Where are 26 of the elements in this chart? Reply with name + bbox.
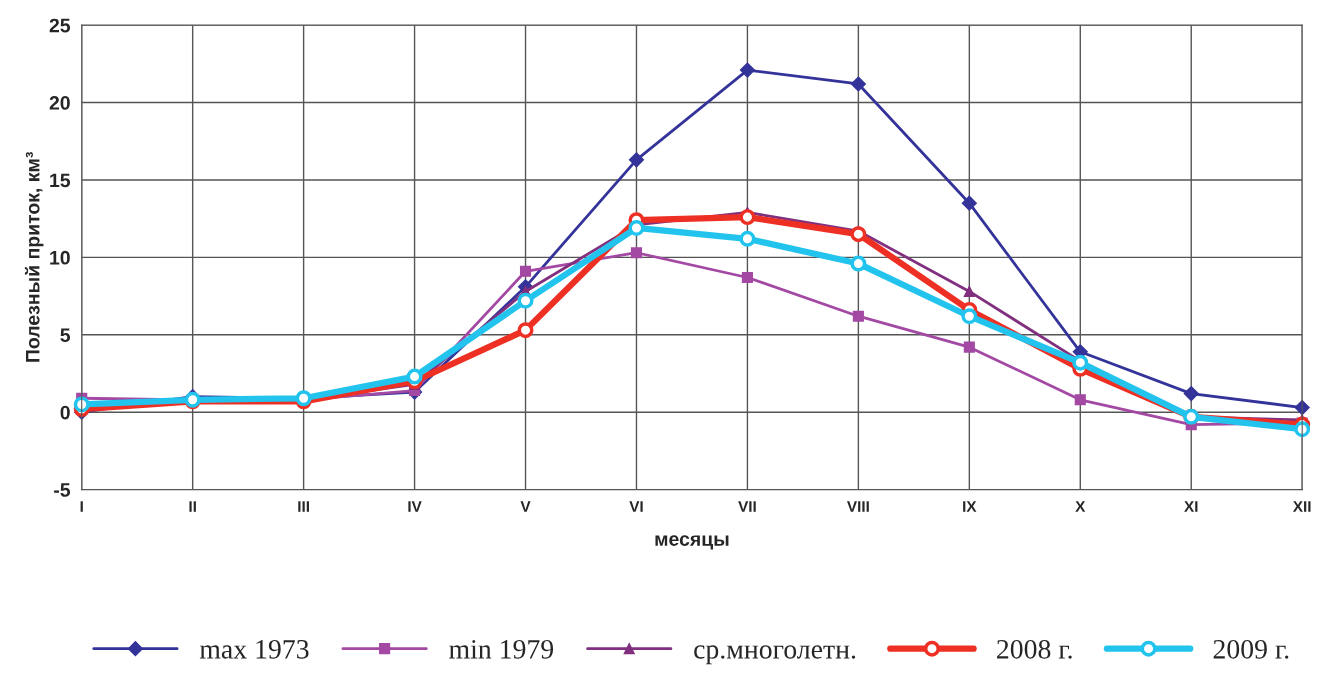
x-tick-label: VII (738, 501, 756, 512)
x-tick-label: IX (963, 501, 977, 512)
legend-label: 2009 г. (1213, 639, 1289, 659)
legend-label: max 1973 (199, 640, 309, 659)
x-tick-label: III (298, 501, 309, 512)
x-tick-label: VIII (847, 501, 869, 512)
x-tick-label: VI (629, 501, 643, 512)
x-tick-label: XI (1184, 501, 1198, 512)
legend-label: 2008 г. (997, 639, 1072, 659)
x-tick-label: X (1075, 501, 1086, 512)
y-tick-label: 25 (49, 18, 71, 33)
x-tick-label: V (520, 501, 531, 512)
legend-label: min 1979 (449, 640, 554, 659)
y-axis-title: Полезный приток, км³ (24, 152, 44, 362)
x-axis-title: месяцы (655, 535, 729, 550)
x-tick-label: II (189, 501, 196, 512)
y-tick-label: 10 (50, 250, 70, 265)
y-tick-label: -5 (54, 483, 71, 497)
x-tick-label: I (80, 501, 83, 512)
y-tick-label: 5 (60, 328, 71, 343)
legend-label: ср.многолетн. (694, 645, 856, 665)
y-tick-label: 15 (50, 173, 71, 188)
x-tick-label: XII (1292, 501, 1311, 512)
y-tick-label: 0 (60, 405, 70, 420)
x-tick-label: IV (408, 501, 422, 512)
y-tick-label: 20 (49, 96, 70, 110)
